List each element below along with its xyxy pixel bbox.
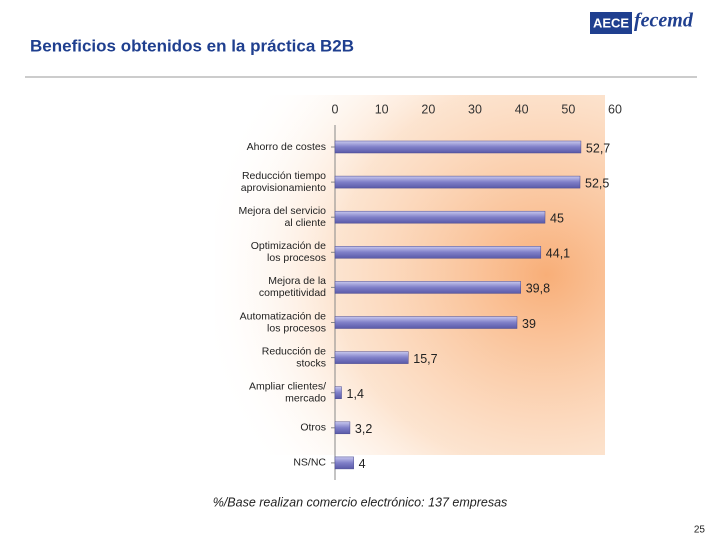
background-glow: [215, 95, 605, 455]
value-label: 39,8: [526, 282, 550, 296]
value-label: 45: [550, 211, 564, 225]
value-label: 1,4: [347, 387, 364, 401]
bar: [334, 456, 354, 470]
x-tick-label: 50: [561, 102, 575, 116]
x-tick-label: 30: [468, 102, 482, 116]
category-label: Otros: [300, 422, 326, 434]
bar: [334, 316, 518, 329]
category-label: Reducción tiempo: [242, 170, 326, 182]
footnote: %/Base realizan comercio electrónico: 13…: [213, 495, 508, 509]
category-label: Ampliar clientes/: [249, 380, 326, 392]
x-tick-label: 40: [515, 102, 529, 116]
page-number: 25: [694, 525, 706, 536]
bar: [334, 246, 542, 259]
value-label: 15,7: [413, 352, 437, 366]
bar: [334, 175, 581, 189]
logo-text: fecemd: [634, 10, 694, 32]
slide-title: Beneficios obtenidos en la práctica B2B: [30, 36, 354, 55]
bar: [334, 210, 546, 224]
logo: AECE fecemd: [590, 10, 694, 34]
value-label: 52,5: [585, 176, 609, 190]
value-label: 4: [359, 457, 366, 471]
category-label: aprovisionamiento: [241, 182, 326, 194]
category-label: Mejora del servicio: [238, 205, 326, 217]
value-label: 52,7: [586, 141, 610, 155]
category-label: NS/NC: [293, 457, 326, 469]
x-tick-label: 10: [375, 102, 389, 116]
category-label: al cliente: [285, 217, 327, 229]
logo-box: [590, 12, 632, 34]
bar: [334, 140, 582, 154]
category-label: Optimización de: [251, 240, 326, 252]
bar: [334, 421, 351, 435]
category-label: los procesos: [267, 252, 326, 264]
category-label: competitividad: [259, 287, 326, 299]
x-tick-label: 0: [332, 102, 339, 116]
category-label: stocks: [296, 357, 326, 369]
category-label: Mejora de la: [268, 275, 326, 287]
category-label: Ahorro de costes: [247, 141, 326, 153]
bar: [334, 351, 409, 364]
category-label: mercado: [285, 392, 326, 404]
category-label: Reducción de: [262, 345, 326, 357]
value-label: 3,2: [355, 422, 372, 436]
bar: [334, 386, 342, 399]
logo-text: AECE: [593, 15, 629, 30]
category-label: Automatización de: [240, 310, 327, 322]
bar: [334, 281, 521, 294]
category-label: los procesos: [267, 322, 326, 334]
x-tick-label: 60: [608, 102, 622, 116]
value-label: 39: [522, 317, 536, 331]
value-label: 44,1: [546, 247, 570, 261]
x-tick-label: 20: [421, 102, 435, 116]
